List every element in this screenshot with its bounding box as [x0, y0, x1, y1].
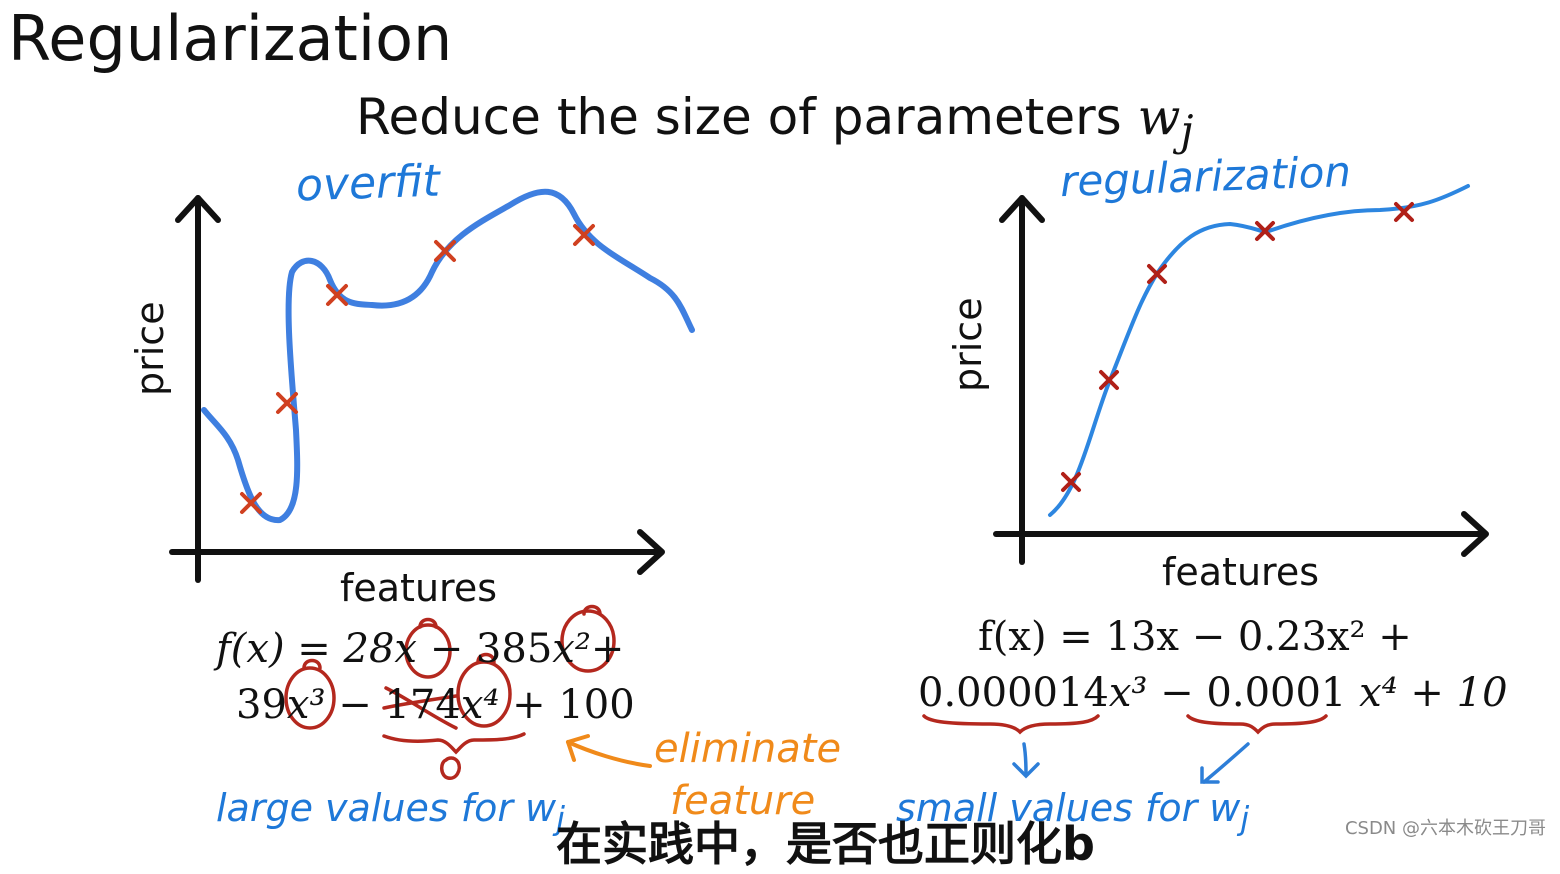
- eliminate-arrow: [566, 734, 652, 768]
- left-xlabel: features: [340, 566, 497, 610]
- subtitle-text: Reduce the size of parameters: [356, 88, 1122, 146]
- video-subtitle: 在实践中，是否也正则化b: [556, 817, 1095, 871]
- right-xlabel: features: [1162, 550, 1319, 594]
- watermark: CSDN @六本木砍王刀哥: [1344, 818, 1546, 839]
- right-data-points: [1061, 202, 1414, 492]
- left-equation-line2: 39x³ − 174x⁴ + 100: [236, 682, 635, 728]
- right-equation-marks: [922, 714, 1328, 735]
- right-blue-arrows: [1012, 742, 1250, 784]
- subtitle-var: wj: [1137, 88, 1194, 155]
- left-equation-marks: [284, 604, 616, 780]
- slide-subtitle: Reduce the size of parameters wj: [356, 88, 1193, 155]
- feature-note: feature: [670, 778, 816, 824]
- overfit-curve: [201, 188, 695, 524]
- left-data-points: [240, 224, 595, 514]
- right-equation-line1: f(x) = 13x − 0.23x² +: [978, 614, 1412, 660]
- left-equation-line1: f(x) = 28x − 385x²+: [216, 626, 625, 672]
- right-axes: [993, 195, 1489, 565]
- left-ylabel: price: [128, 301, 172, 396]
- large-values-note: large values for wj: [216, 786, 565, 838]
- regularization-annotation: regularization: [1059, 146, 1352, 207]
- slide-title: Regularization: [8, 2, 453, 75]
- overfit-annotation: overfit: [295, 155, 441, 212]
- eliminate-note: eliminate: [654, 726, 842, 772]
- right-equation-line2: 0.000014x³ − 0.0001 x⁴ + 10: [918, 670, 1508, 716]
- left-axes: [169, 195, 665, 583]
- right-ylabel: price: [946, 297, 990, 392]
- small-values-note: small values for wj: [896, 786, 1250, 838]
- diagram-canvas: [169, 184, 1489, 784]
- regularization-curve: [1048, 184, 1470, 517]
